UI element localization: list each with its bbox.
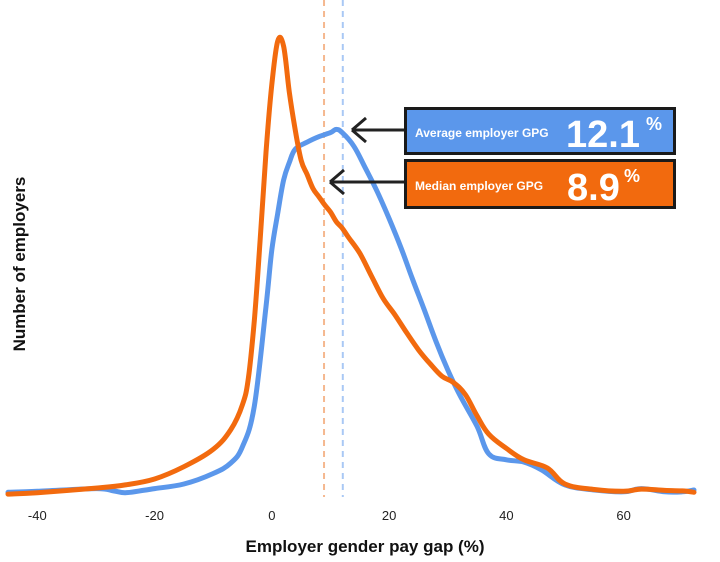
reference-lines bbox=[323, 0, 344, 497]
x-axis-ticks: -40 -20 0 20 40 60 bbox=[28, 508, 631, 523]
median-arrow bbox=[329, 168, 404, 196]
x-tick-label: 20 bbox=[382, 508, 396, 523]
average-callout-value: 12.1 bbox=[566, 114, 640, 156]
x-tick-label: 40 bbox=[499, 508, 513, 523]
x-axis-title: Employer gender pay gap (%) bbox=[246, 537, 485, 556]
average-callout-fill bbox=[407, 110, 673, 152]
x-tick-label: 60 bbox=[616, 508, 630, 523]
median-callout-value: 8.9 bbox=[567, 167, 620, 209]
median-callout: Median employer GPG 8.9 % bbox=[329, 159, 676, 209]
series-line-median bbox=[5, 34, 697, 497]
series-layer bbox=[5, 34, 697, 497]
x-tick-label: -40 bbox=[28, 508, 47, 523]
median-callout-unit: % bbox=[624, 166, 640, 186]
series-line-average bbox=[5, 126, 697, 496]
x-tick-label: 0 bbox=[268, 508, 275, 523]
median-callout-label: Median employer GPG bbox=[415, 179, 543, 193]
x-tick-label: -20 bbox=[145, 508, 164, 523]
average-callout-unit: % bbox=[646, 114, 662, 134]
average-arrow bbox=[351, 116, 404, 144]
median-callout-fill bbox=[407, 162, 673, 206]
average-callout: Average employer GPG 12.1 % bbox=[351, 107, 676, 156]
y-axis-title: Number of employers bbox=[10, 177, 29, 352]
average-callout-label: Average employer GPG bbox=[415, 126, 549, 140]
